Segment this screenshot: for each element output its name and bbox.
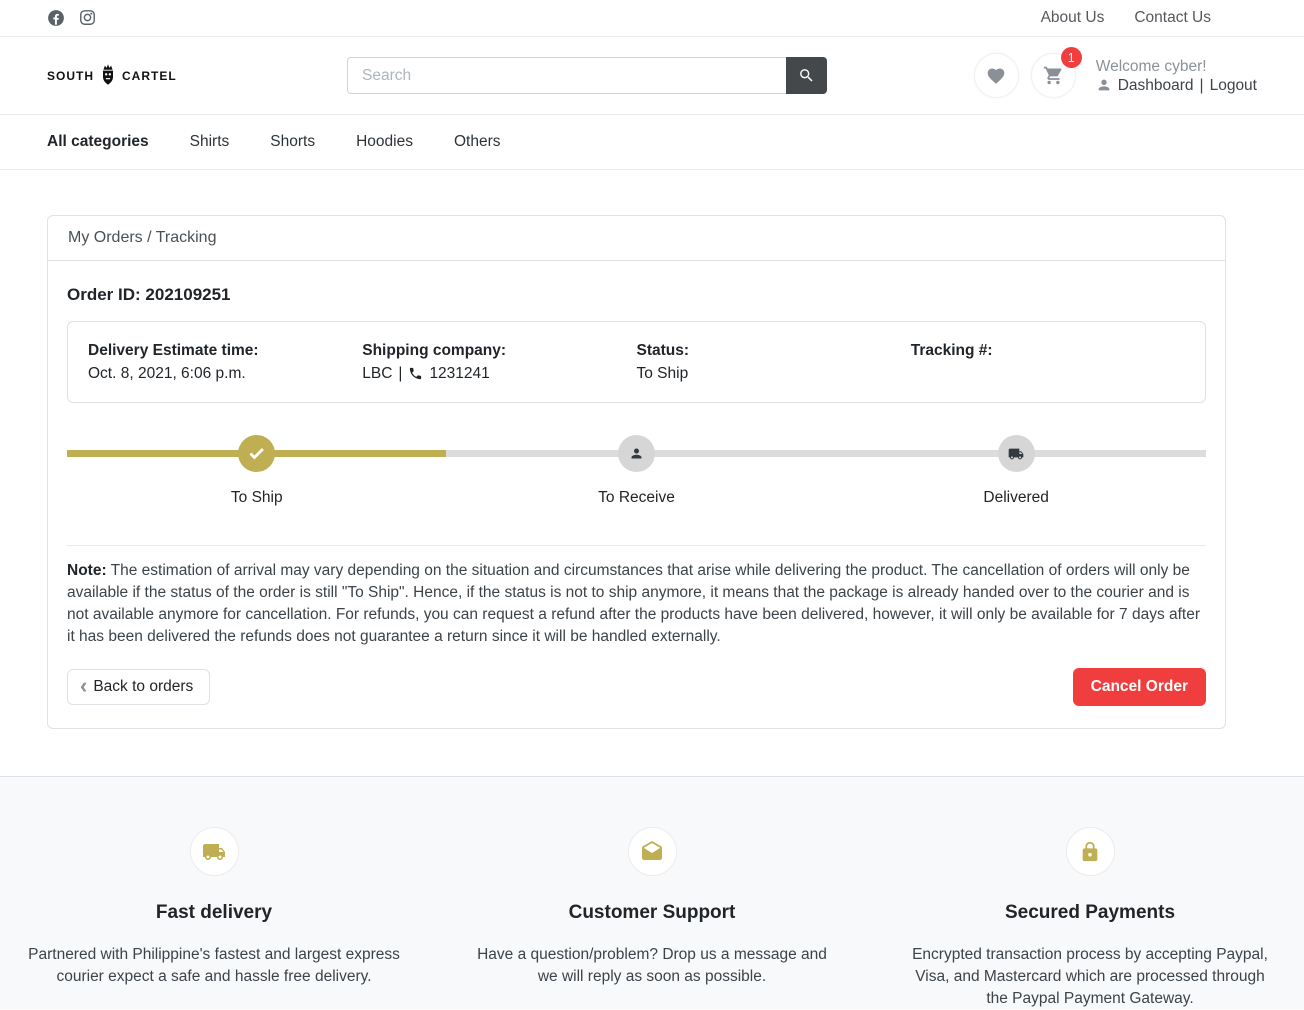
status-badge: To Ship [636, 365, 689, 382]
links-separator: | [1199, 76, 1204, 94]
person-icon [629, 446, 644, 461]
cart-icon [1043, 65, 1064, 86]
shipping-company: Shipping company: LBC | 1231241 [362, 342, 507, 382]
order-status: Status: To Ship [637, 339, 911, 385]
category-nav: All categories Shirts Shorts Hoodies Oth… [0, 115, 1304, 170]
logo-word-cartel: CARTEL [122, 68, 177, 83]
truck-icon [202, 840, 226, 864]
envelope-icon [640, 840, 664, 864]
order-id: Order ID: 202109251 [67, 285, 231, 304]
shield-logo-icon [98, 63, 118, 89]
header: SOUTH CARTEL [0, 37, 1304, 115]
check-icon [248, 445, 265, 462]
footer-customer-support: Customer Support Have a question/problem… [456, 827, 848, 1009]
search-button[interactable] [786, 57, 827, 94]
delivery-estimate: Delivery Estimate time: Oct. 8, 2021, 6:… [88, 342, 259, 382]
user-icon [1096, 77, 1112, 93]
step-to-ship: To Ship [197, 435, 317, 507]
search-bar [347, 57, 827, 94]
nav-all-categories[interactable]: All categories [47, 133, 149, 150]
main-content: My Orders / Tracking Order ID: 202109251… [0, 215, 1304, 729]
step-to-receive: To Receive [577, 435, 697, 507]
footer-fast-delivery: Fast delivery Partnered with Philippine'… [18, 827, 410, 1009]
search-icon [798, 67, 815, 84]
logo-word-south: SOUTH [47, 68, 94, 83]
section-divider [67, 545, 1206, 546]
nav-shorts[interactable]: Shorts [270, 133, 316, 150]
store-logo[interactable]: SOUTH CARTEL [47, 63, 347, 89]
footer-secured-payments: Secured Payments Encrypted transaction p… [894, 827, 1286, 1009]
topbar: About Us Contact Us [0, 0, 1304, 37]
tracking-card: My Orders / Tracking Order ID: 202109251… [47, 215, 1226, 729]
logout-link[interactable]: Logout [1209, 76, 1257, 94]
lock-icon [1079, 841, 1101, 863]
contact-us-link[interactable]: Contact Us [1134, 9, 1211, 26]
order-info-box: Delivery Estimate time: Oct. 8, 2021, 6:… [67, 321, 1206, 403]
tracking-number: Tracking #: [910, 342, 993, 359]
nav-others[interactable]: Others [453, 133, 501, 150]
cart-count-badge: 1 [1060, 47, 1082, 68]
back-to-orders-button[interactable]: ‹ Back to orders [67, 669, 211, 705]
step-delivered: Delivered [956, 435, 1076, 507]
phone-icon [408, 366, 423, 381]
welcome-text: Welcome cyber! [1095, 57, 1207, 75]
heart-icon [986, 66, 1006, 86]
about-us-link[interactable]: About Us [1040, 9, 1105, 26]
topbar-links: About Us Contact Us [1041, 9, 1257, 27]
actions-row: ‹ Back to orders Cancel Order [67, 668, 1206, 706]
cancel-order-button[interactable]: Cancel Order [1072, 668, 1206, 706]
chevron-left-icon: ‹ [80, 672, 88, 698]
header-actions: 1 Welcome cyber! Dashboard | Logout [973, 47, 1257, 98]
nav-hoodies[interactable]: Hoodies [356, 133, 413, 150]
note-paragraph: Note: The estimation of arrival may vary… [67, 562, 1201, 645]
nav-shirts[interactable]: Shirts [189, 133, 230, 150]
footer: Fast delivery Partnered with Philippine'… [0, 776, 1304, 1009]
truck-icon [1008, 446, 1024, 462]
instagram-icon[interactable] [79, 9, 97, 27]
shipment-progress: To Ship To Receive [67, 429, 1206, 525]
wishlist-button[interactable] [973, 53, 1019, 98]
cart-button[interactable]: 1 [1030, 47, 1082, 98]
social-links [47, 9, 97, 27]
breadcrumb: My Orders / Tracking [48, 216, 1225, 261]
dashboard-link[interactable]: Dashboard [1117, 76, 1194, 94]
search-input[interactable] [347, 57, 786, 94]
user-block: Welcome cyber! Dashboard | Logout [1096, 57, 1257, 95]
facebook-icon[interactable] [47, 9, 65, 27]
